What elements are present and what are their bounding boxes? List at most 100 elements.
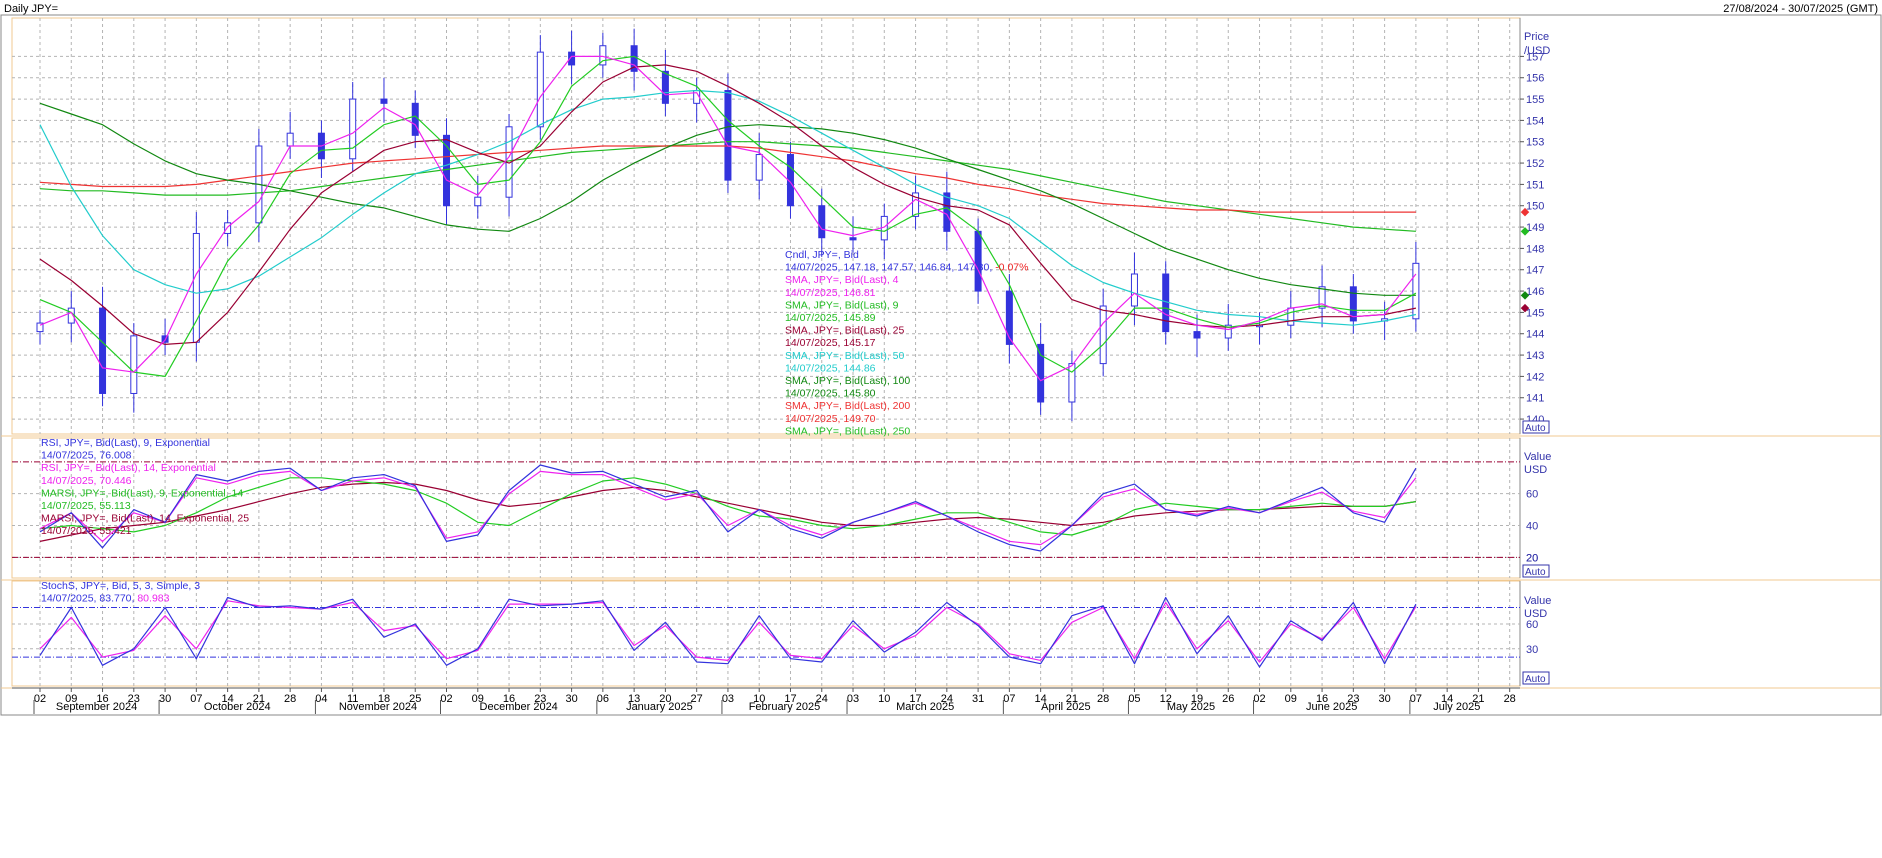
x-day-label: 21 [1066, 693, 1078, 705]
x-month-label: June 2025 [1306, 701, 1357, 713]
price-axis-unit: /USD [1524, 45, 1550, 57]
x-day-label: 20 [659, 693, 671, 705]
outer-frame [0, 14, 1882, 716]
x-day-label: 23 [534, 693, 546, 705]
candle-body [192, 232, 200, 343]
marsi-14-line [39, 481, 1416, 542]
price-legend-line: SMA, JPY=, Bid(Last), 9 [785, 299, 899, 311]
x-day-label: 09 [472, 693, 484, 705]
sma-25-line [39, 64, 1417, 345]
stoch-auto-label: Auto [1525, 674, 1546, 685]
price-legend-line: SMA, JPY=, Bid(Last), 200 [785, 400, 910, 412]
x-month-label: January 2025 [626, 701, 693, 713]
candle-body [1349, 286, 1357, 322]
candle-body [286, 132, 294, 147]
x-month-label: April 2025 [1041, 701, 1091, 713]
x-day-label: 28 [1504, 693, 1516, 705]
x-day-label: 13 [628, 693, 640, 705]
price-legend-line: SMA, JPY=, Bid(Last), 250 [785, 425, 910, 437]
x-day-label: 28 [284, 693, 296, 705]
candle-body [474, 196, 482, 207]
date-range: 27/08/2024 - 30/07/2025 (GMT) [1723, 3, 1878, 15]
panel-border [11, 17, 1521, 435]
x-day-label: 03 [722, 693, 734, 705]
rsi-legend-line: 14/07/2025, 55.113 [41, 500, 131, 512]
price-legend-line: 14/07/2025, 144.86 [785, 362, 876, 374]
candle-body [943, 192, 951, 232]
candle-body [1037, 343, 1045, 403]
candle-body [536, 51, 544, 128]
price-tick-label: 142 [1526, 371, 1544, 383]
x-month-label: February 2025 [749, 701, 821, 713]
x-day-label: 19 [1191, 693, 1203, 705]
stoch-tick-label: 30 [1526, 644, 1538, 656]
rsi-tick-label: 40 [1526, 521, 1538, 533]
x-day-label: 24 [941, 693, 953, 705]
stoch-axis-unit: USD [1524, 608, 1547, 620]
sma-4-line [39, 55, 1417, 382]
x-day-label: 31 [972, 693, 984, 705]
stoch-axis-title: Value [1524, 595, 1551, 607]
grid-layer [0, 14, 1882, 716]
rsi-14-line [39, 470, 1417, 546]
x-day-label: 06 [597, 693, 609, 705]
price-tick-label: 141 [1526, 393, 1544, 405]
x-day-label: 30 [1378, 693, 1390, 705]
rsi-tick-label: 20 [1526, 552, 1538, 564]
x-day-label: 07 [190, 693, 202, 705]
rsi-legend-line: RSI, JPY=, Bid(Last), 9, Exponential [41, 437, 210, 449]
x-month-label: October 2024 [204, 701, 271, 713]
x-day-label: 21 [253, 693, 265, 705]
chart-title: Daily JPY= [4, 3, 59, 15]
price-legend-line: SMA, JPY=, Bid(Last), 4 [785, 274, 899, 286]
price-tick-label: 149 [1526, 222, 1544, 234]
price-tick-label: 145 [1526, 307, 1544, 319]
stoch-auto-button [1522, 671, 1550, 685]
x-day-label: 10 [878, 693, 890, 705]
rsi-legend-line: MARSI, JPY=, Bid(Last), 14, Exponential,… [41, 513, 249, 525]
x-day-label: 28 [1097, 693, 1109, 705]
rsi-auto-button [1522, 564, 1550, 578]
stoch-legend-line: 14/07/2025, 83.770, 80.983 [41, 593, 170, 605]
candle-body [1193, 331, 1201, 339]
price-axis-title: Price [1524, 31, 1549, 43]
rsi-legend-line: MARSI, JPY=, Bid(Last), 9, Exponential, … [41, 487, 243, 499]
candle-body [661, 70, 669, 104]
rsi-legend-line: 14/07/2025, 76.008 [41, 450, 132, 462]
price-legend-line: 14/07/2025, 147.18, 147.57, 146.84, 147.… [785, 262, 1028, 274]
rsi-legend-line: 14/07/2025, 55.421 [41, 525, 132, 537]
candle-body [912, 192, 920, 217]
sma-50-line [39, 89, 1417, 326]
candle-body [36, 322, 44, 333]
rsi-axis-title: Value [1524, 451, 1551, 463]
x-day-label: 11 [347, 693, 358, 705]
x-day-label: 16 [1316, 693, 1328, 705]
x-day-label: 10 [753, 693, 765, 705]
marsi-9-line [39, 477, 1416, 536]
candle-body [130, 335, 138, 394]
x-month-label: May 2025 [1167, 701, 1215, 713]
x-day-label: 14 [1035, 693, 1047, 705]
candle-body [599, 45, 607, 66]
candle-body [1005, 290, 1013, 345]
price-legend-line: SMA, JPY=, Bid(Last), 100 [785, 375, 910, 387]
x-day-label: 02 [440, 693, 452, 705]
price-tick-label: 150 [1526, 201, 1544, 213]
x-month-label: July 2025 [1433, 701, 1480, 713]
x-day-label: 07 [1410, 693, 1422, 705]
candle-body [99, 307, 107, 394]
price-tick-label: 151 [1526, 179, 1544, 191]
price-legend-line: SMA, JPY=, Bid(Last), 25 [785, 325, 905, 337]
x-day-label: 17 [784, 693, 796, 705]
price-tick-label: 143 [1526, 350, 1544, 362]
price-tick-label: 156 [1526, 73, 1544, 85]
rsi-tick-label: 60 [1526, 489, 1538, 501]
x-month-label: March 2025 [896, 701, 954, 713]
price-tick-label: 157 [1526, 51, 1544, 63]
price-tick-label: 144 [1526, 329, 1544, 341]
price-tick-label: 152 [1526, 158, 1544, 170]
price-legend-line: Cndl, JPY=, Bid [785, 249, 859, 261]
x-day-label: 14 [1441, 693, 1453, 705]
